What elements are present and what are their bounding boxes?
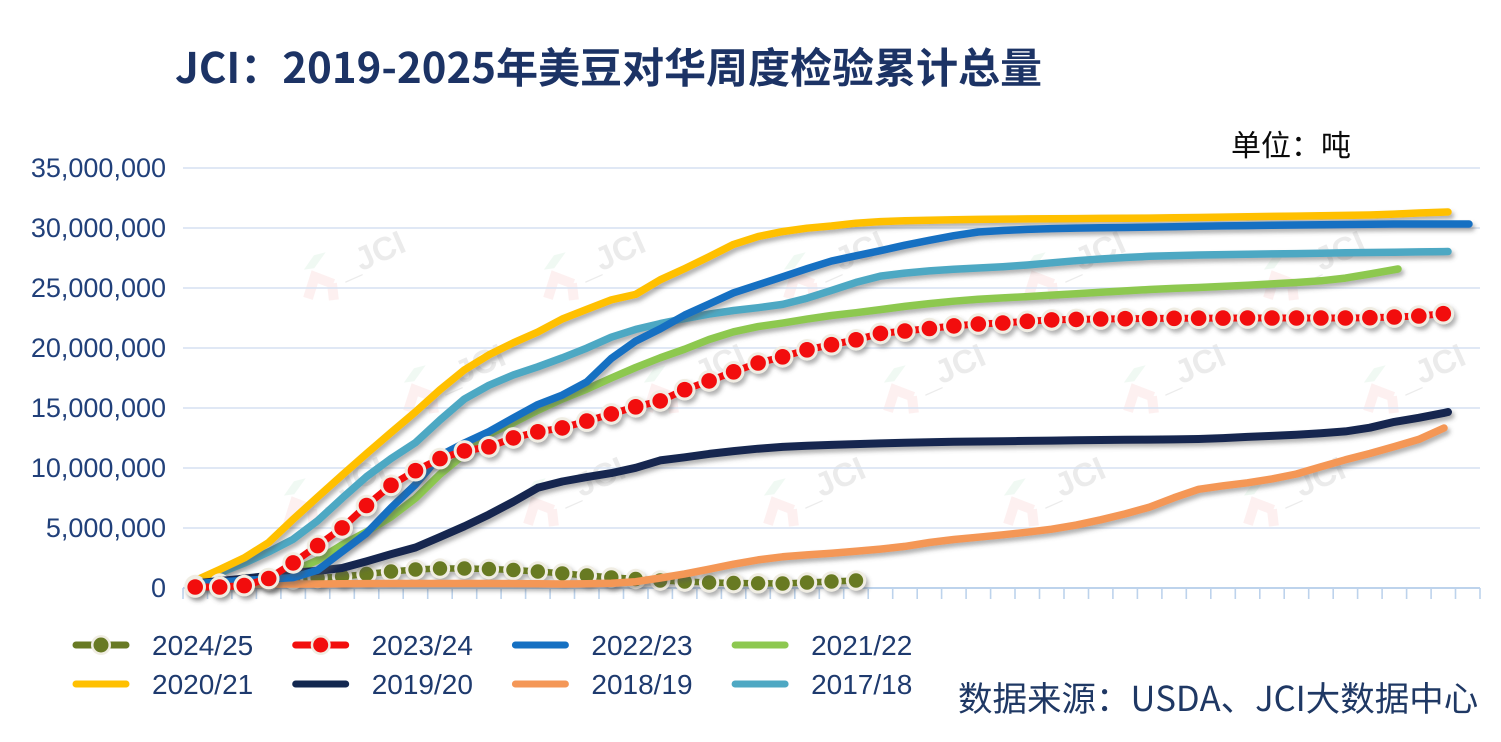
svg-text:2018/19: 2018/19: [591, 669, 692, 700]
svg-text:2024/25: 2024/25: [152, 630, 253, 661]
svg-text:2022/23: 2022/23: [591, 630, 692, 661]
svg-text:15,000,000: 15,000,000: [31, 393, 166, 423]
svg-text:35,000,000: 35,000,000: [31, 153, 166, 183]
svg-text:2019/20: 2019/20: [372, 669, 473, 700]
svg-text:5,000,000: 5,000,000: [46, 513, 166, 543]
svg-text:25,000,000: 25,000,000: [31, 273, 166, 303]
svg-text:2021/22: 2021/22: [811, 630, 912, 661]
svg-text:2023/24: 2023/24: [372, 630, 473, 661]
svg-text:10,000,000: 10,000,000: [31, 453, 166, 483]
svg-text:2020/21: 2020/21: [152, 669, 253, 700]
svg-text:20,000,000: 20,000,000: [31, 333, 166, 363]
svg-text:0: 0: [151, 573, 166, 603]
svg-text:2017/18: 2017/18: [811, 669, 912, 700]
svg-text:30,000,000: 30,000,000: [31, 213, 166, 243]
